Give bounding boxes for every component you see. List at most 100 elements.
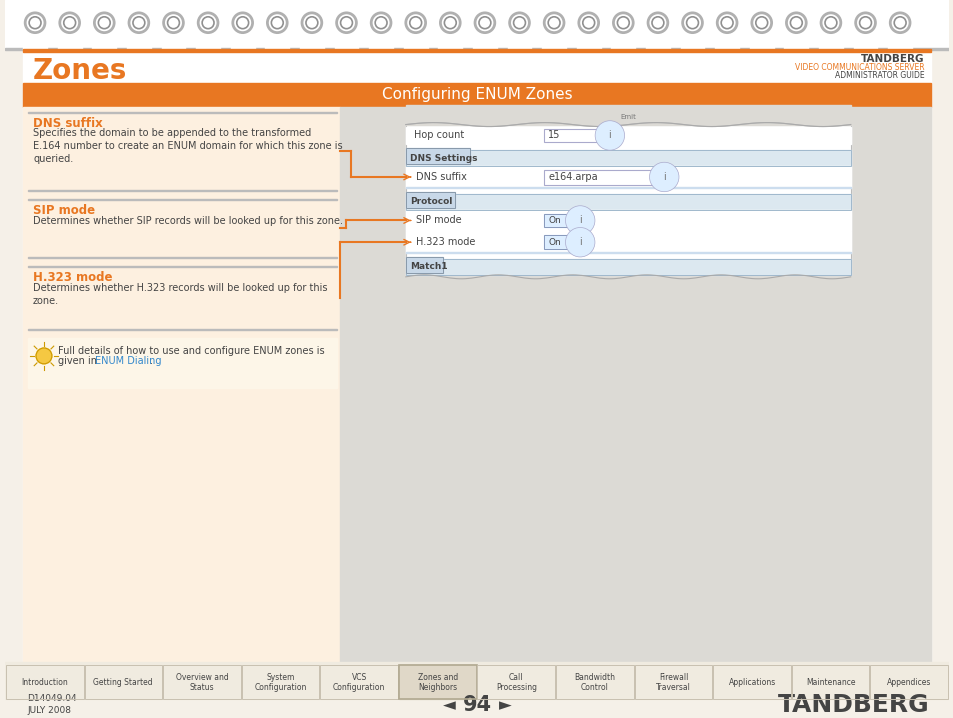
Bar <box>543 236 574 249</box>
Bar <box>543 129 603 142</box>
Text: .: . <box>150 356 152 366</box>
Bar <box>6 666 84 699</box>
Bar <box>299 39 323 50</box>
Bar <box>161 39 185 50</box>
Bar <box>543 213 574 228</box>
Bar <box>405 126 850 144</box>
Bar <box>163 666 240 699</box>
Circle shape <box>36 348 51 364</box>
Text: ▾: ▾ <box>565 218 569 223</box>
Text: e164.arpa: e164.arpa <box>548 172 598 182</box>
Bar <box>634 666 712 699</box>
Bar <box>85 666 162 699</box>
Bar <box>715 39 739 50</box>
Text: Match1: Match1 <box>410 263 447 271</box>
Bar <box>231 39 254 50</box>
Text: Call
Processing: Call Processing <box>496 673 537 692</box>
Bar <box>403 39 427 50</box>
Bar <box>577 39 600 50</box>
Bar <box>405 259 850 275</box>
Bar <box>611 39 635 50</box>
Text: Determines whether H.323 records will be looked up for this
zone.: Determines whether H.323 records will be… <box>33 283 327 306</box>
Bar <box>85 666 162 699</box>
Bar <box>405 210 850 231</box>
Bar <box>405 194 850 210</box>
Text: VCS
Configuration: VCS Configuration <box>333 673 385 692</box>
Bar <box>405 192 455 208</box>
Bar <box>473 39 497 50</box>
Text: i: i <box>578 237 581 247</box>
Bar <box>405 124 850 260</box>
Text: ◄: ◄ <box>442 696 455 714</box>
Bar <box>783 39 807 50</box>
Text: SIP mode: SIP mode <box>416 215 461 225</box>
Text: Appendices: Appendices <box>886 679 930 687</box>
Bar <box>477 666 555 699</box>
Bar <box>23 107 339 663</box>
Bar <box>163 666 240 699</box>
Text: Getting Started: Getting Started <box>93 679 153 687</box>
Bar <box>29 266 336 267</box>
Bar <box>887 39 911 50</box>
Bar <box>438 39 461 50</box>
Text: H.323 mode: H.323 mode <box>416 237 475 247</box>
Bar <box>398 666 476 699</box>
Text: Zones and
Neighbors: Zones and Neighbors <box>417 673 457 692</box>
Bar <box>541 39 565 50</box>
Bar <box>405 260 850 277</box>
Bar <box>23 50 930 663</box>
Bar <box>713 666 790 699</box>
Bar <box>6 663 947 700</box>
Text: 15: 15 <box>548 131 560 141</box>
Bar <box>405 231 850 253</box>
Bar <box>196 39 220 50</box>
Bar <box>791 666 868 699</box>
Text: Zones: Zones <box>33 57 128 85</box>
Text: Specifies the domain to be appended to the transformed
E.164 number to create an: Specifies the domain to be appended to t… <box>33 128 342 164</box>
Text: TANDBERG: TANDBERG <box>778 693 929 717</box>
Bar <box>869 666 947 699</box>
Text: ►: ► <box>498 696 511 714</box>
Text: i: i <box>578 215 581 225</box>
Text: Emit: Emit <box>619 113 636 120</box>
Text: JULY 2008: JULY 2008 <box>27 707 71 715</box>
Text: DNS suffix: DNS suffix <box>33 116 103 130</box>
Text: 94: 94 <box>462 695 491 715</box>
Bar <box>320 666 397 699</box>
Bar <box>645 39 669 50</box>
Text: ADMINISTRATOR GUIDE: ADMINISTRATOR GUIDE <box>835 71 923 80</box>
Text: TANDBERG: TANDBERG <box>861 55 923 65</box>
Bar <box>556 666 633 699</box>
Bar <box>405 192 455 208</box>
Bar <box>58 39 81 50</box>
Text: Hop count: Hop count <box>414 131 463 141</box>
Text: Introduction: Introduction <box>21 679 68 687</box>
Bar <box>405 149 470 164</box>
Text: Applications: Applications <box>728 679 775 687</box>
Text: On: On <box>548 238 560 247</box>
Text: Determines whether SIP records will be looked up for this zone.: Determines whether SIP records will be l… <box>33 215 343 225</box>
Text: H.323 mode: H.323 mode <box>33 271 112 284</box>
Bar <box>791 666 868 699</box>
Bar <box>127 39 151 50</box>
Bar <box>92 39 116 50</box>
Text: D14049.04: D14049.04 <box>27 694 76 704</box>
Bar <box>507 39 531 50</box>
Bar <box>241 666 319 699</box>
Bar <box>320 666 397 699</box>
Bar <box>405 257 443 273</box>
Bar <box>713 666 790 699</box>
Bar <box>29 338 336 388</box>
Bar <box>23 50 930 52</box>
Bar <box>6 666 84 699</box>
Bar <box>6 0 947 50</box>
Bar <box>405 194 850 210</box>
Bar <box>543 129 603 142</box>
Bar <box>556 666 633 699</box>
Text: Overview and
Status: Overview and Status <box>175 673 228 692</box>
Bar <box>853 39 877 50</box>
Bar <box>543 236 574 249</box>
Bar <box>405 149 470 164</box>
Bar <box>543 170 658 185</box>
Bar <box>634 666 712 699</box>
